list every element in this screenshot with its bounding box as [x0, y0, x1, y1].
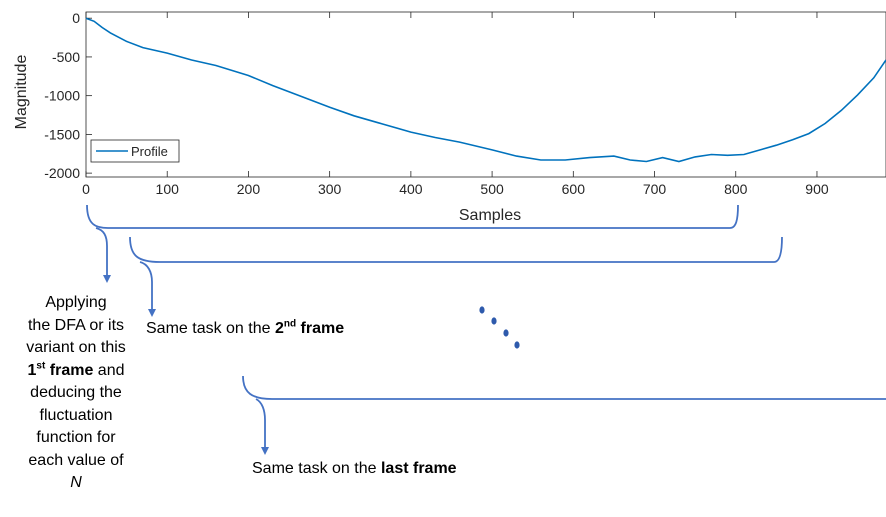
x-tick-label: 800 — [724, 181, 748, 197]
frame-1-line-5: deducing the — [30, 384, 122, 401]
frame-1-brace-pointer — [95, 227, 108, 276]
frame-1-line-1: Applying — [45, 294, 107, 311]
frame-2-ordinal-suffix: nd — [283, 318, 297, 330]
last-frame-brace-pointer — [255, 398, 266, 448]
ellipsis-dot — [479, 306, 485, 314]
x-tick-label: 500 — [480, 181, 504, 197]
y-axis-label: Magnitude — [13, 55, 30, 130]
x-tick-label: 100 — [156, 181, 180, 197]
frame-1-line-7: function for — [36, 429, 116, 446]
x-tick-label: 600 — [562, 181, 586, 197]
frame-1-line-8: each value of — [28, 451, 124, 469]
legend: Profile — [90, 139, 180, 163]
frame-1-brace — [86, 204, 739, 229]
ellipsis-dot — [503, 329, 509, 337]
frame-1-annotation: Applying the DFA or its variant on this … — [2, 292, 150, 495]
frame-2-bold-word: frame — [300, 320, 345, 337]
y-tick-label: 0 — [72, 10, 80, 26]
frame-2-prefix: Same task on the — [146, 320, 275, 337]
y-tick-label: -500 — [52, 49, 80, 65]
frame-1-line-4: 1st frame and — [2, 360, 150, 383]
chart-axes: 0 100 200 300 400 500 600 700 800 900 0 -500 -1000 -1… — [44, 10, 886, 197]
ellipsis-dot — [491, 317, 497, 325]
last-frame-prefix: Same task on the — [252, 460, 381, 477]
frame-1-ordinal-suffix: st — [36, 360, 46, 372]
ellipsis-dots — [479, 306, 520, 349]
legend-label: Profile — [131, 144, 168, 159]
y-tick-label: -2000 — [44, 165, 80, 181]
x-tick-label: 300 — [318, 181, 342, 197]
legend-box — [90, 139, 180, 163]
frame-2-brace-pointer — [139, 261, 153, 310]
x-tick-label: 900 — [805, 181, 829, 197]
frame-1-line-4-tail: and — [93, 361, 125, 379]
x-axis-label: Samples — [459, 207, 521, 224]
x-tick-label: 0 — [82, 181, 90, 197]
frame-2-brace — [129, 236, 783, 263]
last-frame-annotation: Same task on the last frame — [252, 460, 457, 478]
ellipsis-dot — [514, 341, 520, 349]
frame-1-arrowhead — [103, 275, 111, 283]
frame-1-line-2: the DFA or its — [27, 316, 125, 334]
profile-series-line — [85, 17, 886, 163]
frame-2-ordinal: 2 — [274, 320, 284, 337]
frame-1-bold-word: frame — [49, 361, 94, 379]
last-frame-bold: last frame — [380, 460, 457, 477]
x-tick-label: 400 — [399, 181, 423, 197]
x-tick-label: 700 — [643, 181, 667, 197]
frame-2-annotation: Same task on the 2nd frame — [146, 318, 345, 338]
frame-1-line-9: N — [70, 474, 82, 491]
frame-1-line-6: fluctuation — [39, 406, 113, 424]
frame-1-ordinal: 1 — [27, 361, 37, 379]
plot-frame — [85, 11, 886, 178]
y-tick-label: -1000 — [44, 88, 80, 104]
x-tick-label: 200 — [237, 181, 261, 197]
last-frame-arrowhead — [261, 447, 269, 455]
last-frame-brace — [242, 375, 886, 400]
y-tick-label: -1500 — [44, 126, 80, 142]
frame-2-arrowhead — [148, 309, 156, 317]
frame-1-line-3: variant on this — [26, 339, 126, 356]
